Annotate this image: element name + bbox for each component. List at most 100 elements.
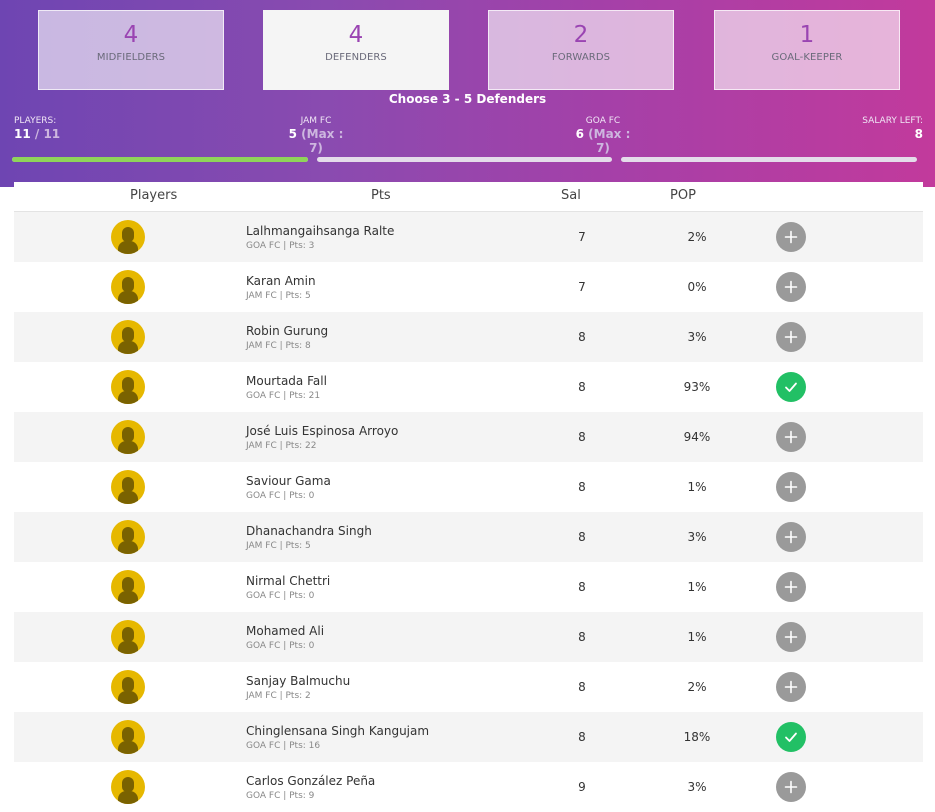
player-name: Mourtada Fall: [246, 374, 327, 388]
player-popularity: 3%: [687, 330, 707, 344]
player-name: Sanjay Balmuchu: [246, 674, 351, 688]
defenders-count: 4: [348, 22, 364, 48]
tab-defenders[interactable]: 4 DEFENDERS: [263, 10, 449, 90]
column-sal: Sal: [561, 188, 581, 203]
defenders-label: DEFENDERS: [325, 52, 387, 63]
add-player-button[interactable]: [776, 222, 806, 252]
player-name: Lalhmangaihsanga Ralte: [246, 224, 395, 238]
forwards-label: FORWARDS: [551, 52, 611, 63]
player-meta: GOA FC | Pts: 16: [246, 741, 321, 751]
add-player-button[interactable]: [776, 622, 806, 652]
plus-icon: [784, 230, 798, 244]
checkmark-icon: [785, 382, 797, 392]
player-meta: GOA FC | Pts: 0: [246, 591, 315, 601]
add-player-button[interactable]: [776, 322, 806, 352]
player-name: Carlos González Peña: [246, 774, 376, 788]
selected-player-button[interactable]: [776, 722, 806, 752]
player-avatar: [111, 270, 145, 304]
player-salary: 8: [578, 430, 586, 444]
plus-icon: [784, 780, 798, 794]
player-popularity: 2%: [687, 230, 707, 244]
player-salary: 8: [578, 730, 586, 744]
selected-player-button[interactable]: [776, 372, 806, 402]
player-popularity: 3%: [687, 530, 707, 544]
player-salary: 8: [578, 680, 586, 694]
checkmark-icon: [785, 732, 797, 742]
plus-icon: [784, 680, 798, 694]
player-salary: 8: [578, 380, 586, 394]
player-name: José Luis Espinosa Arroyo: [246, 424, 399, 438]
player-salary: 7: [578, 280, 586, 294]
player-name: Karan Amin: [246, 274, 316, 288]
plus-icon: [784, 280, 798, 294]
players-stat: PLAYERS: 11 / 11: [14, 116, 60, 141]
player-salary: 7: [578, 230, 586, 244]
column-pts: Pts: [371, 188, 391, 203]
player-avatar: [111, 720, 145, 754]
player-salary: 9: [578, 780, 586, 794]
tab-goal-keeper[interactable]: 1 GOAL-KEEPER: [714, 10, 900, 90]
team2-max: (Max : 7): [583, 127, 631, 155]
player-avatar: [111, 470, 145, 504]
team1-label: JAM FC: [300, 116, 332, 126]
add-player-button[interactable]: [776, 772, 806, 802]
player-meta: GOA FC | Pts: 9: [246, 791, 315, 801]
player-popularity: 0%: [687, 280, 707, 294]
player-avatar: [111, 770, 145, 804]
player-avatar: [111, 370, 145, 404]
team2-count: 6: [575, 127, 584, 141]
table-row: Chinglensana Singh Kangujam GOA FC | Pts:…: [14, 712, 923, 762]
progress-bar-players: [12, 157, 308, 162]
salary-label: SALARY LEFT:: [862, 116, 923, 126]
plus-icon: [784, 530, 798, 544]
player-avatar: [111, 420, 145, 454]
progress-fill: [12, 157, 308, 162]
players-selected: 11: [14, 127, 31, 141]
selection-instruction: Choose 3 - 5 Defenders: [388, 92, 547, 106]
player-name: Dhanachandra Singh: [246, 524, 372, 538]
players-value: 11 / 11: [14, 127, 60, 141]
players-list: Lalhmangaihsanga Ralte GOA FC | Pts: 3 7 2%…: [14, 212, 923, 812]
player-name: Robin Gurung: [246, 324, 329, 338]
player-salary: 8: [578, 580, 586, 594]
player-avatar: [111, 620, 145, 654]
player-popularity: 93%: [683, 380, 711, 394]
player-popularity: 18%: [683, 730, 711, 744]
player-avatar: [111, 670, 145, 704]
progress-bar-team2: [621, 157, 917, 162]
team1-count: 5: [288, 127, 297, 141]
team1-max: (Max : 7): [296, 127, 344, 155]
table-row: Mohamed Ali GOA FC | Pts: 0 8 1%: [14, 612, 923, 662]
player-meta: JAM FC | Pts: 5: [246, 541, 311, 551]
player-avatar: [111, 570, 145, 604]
player-avatar: [111, 320, 145, 354]
midfielders-label: MIDFIELDERS: [96, 52, 166, 63]
add-player-button[interactable]: [776, 272, 806, 302]
team1-stat: JAM FC 5 (Max : 7): [286, 116, 346, 155]
add-player-button[interactable]: [776, 572, 806, 602]
team-selection-header: 4 MIDFIELDERS 4 DEFENDERS 2 FORWARDS 1 G…: [0, 0, 935, 187]
player-name: Mohamed Ali: [246, 624, 325, 638]
salary-value: 8: [914, 127, 923, 141]
add-player-button[interactable]: [776, 672, 806, 702]
add-player-button[interactable]: [776, 522, 806, 552]
player-name: Nirmal Chettri: [246, 574, 331, 588]
table-row: Karan Amin JAM FC | Pts: 5 7 0%: [14, 262, 923, 312]
player-popularity: 1%: [687, 580, 707, 594]
plus-icon: [784, 480, 798, 494]
forwards-count: 2: [573, 22, 589, 48]
table-row: Robin Gurung JAM FC | Pts: 8 8 3%: [14, 312, 923, 362]
add-player-button[interactable]: [776, 422, 806, 452]
team1-value: 5 (Max : 7): [286, 127, 346, 155]
table-row: Saviour Gama GOA FC | Pts: 0 8 1%: [14, 462, 923, 512]
plus-icon: [784, 580, 798, 594]
player-avatar: [111, 220, 145, 254]
tab-forwards[interactable]: 2 FORWARDS: [488, 10, 674, 90]
tab-midfielders[interactable]: 4 MIDFIELDERS: [38, 10, 224, 90]
player-meta: JAM FC | Pts: 22: [246, 441, 317, 451]
player-avatar: [111, 520, 145, 554]
add-player-button[interactable]: [776, 472, 806, 502]
player-meta: GOA FC | Pts: 3: [246, 241, 315, 251]
player-popularity: 1%: [687, 630, 707, 644]
table-row: Lalhmangaihsanga Ralte GOA FC | Pts: 3 7 2%: [14, 212, 923, 262]
